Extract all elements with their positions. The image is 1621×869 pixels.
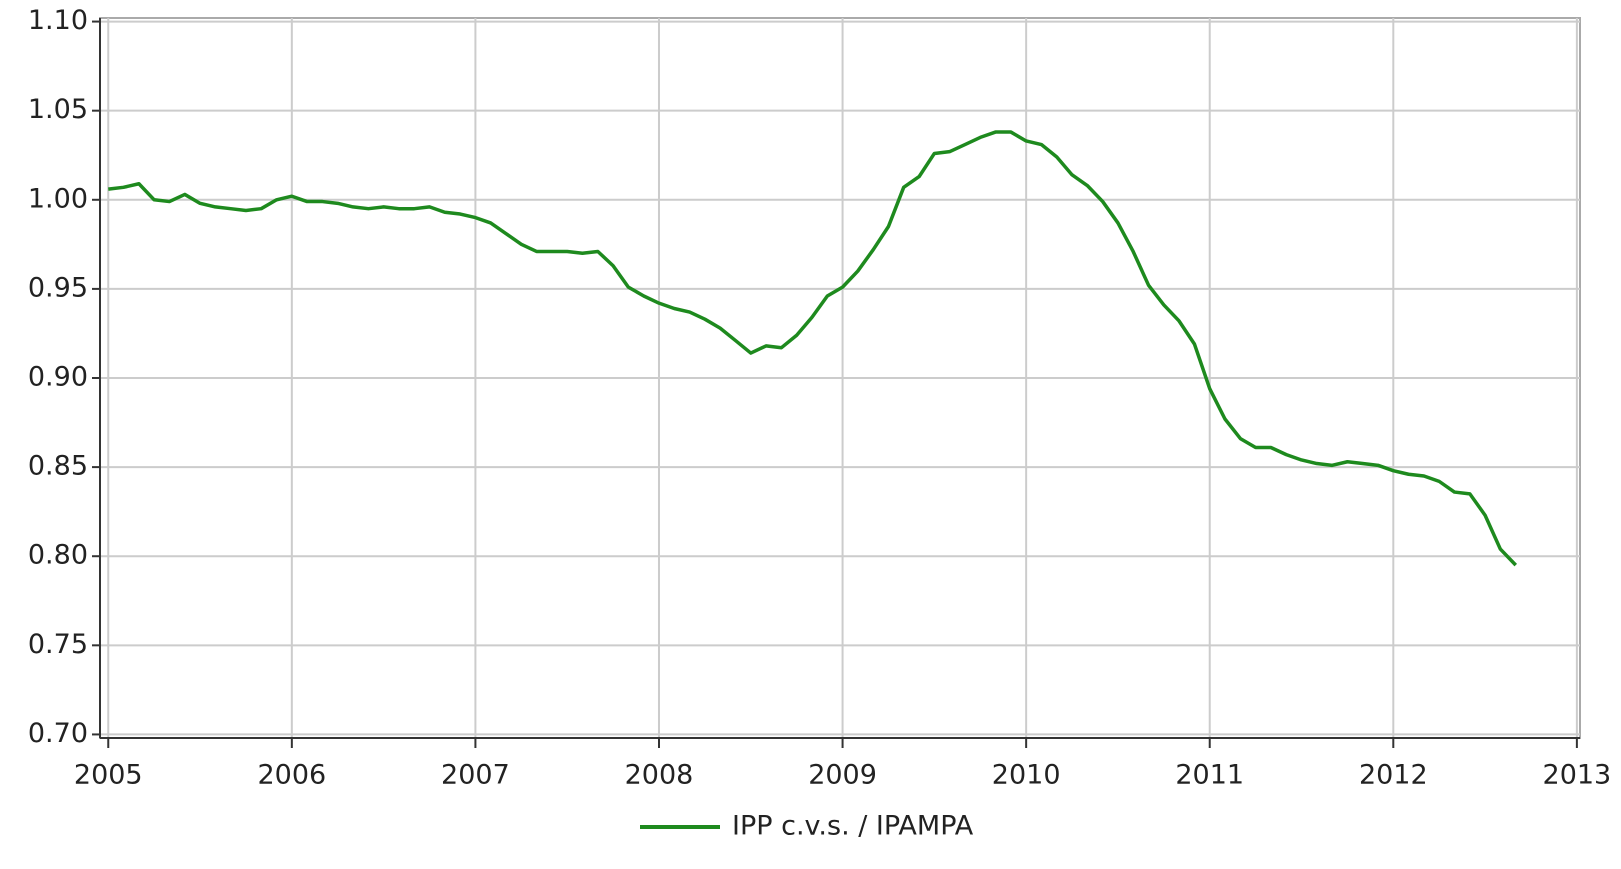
- y-tick-label: 1.10: [28, 5, 88, 36]
- x-tick-label: 2013: [1543, 760, 1612, 791]
- y-tick-label: 0.95: [28, 272, 88, 303]
- y-tick-label: 1.00: [28, 183, 88, 214]
- data-line: [108, 130, 1518, 567]
- legend-label: IPP c.v.s. / IPAMPA: [732, 811, 974, 842]
- x-tick-label: 2008: [625, 760, 694, 791]
- x-tick-label: 2010: [992, 760, 1061, 791]
- x-tick-label: 2011: [1175, 760, 1244, 791]
- y-tick-label: 1.05: [28, 94, 88, 125]
- y-tick-label: 0.80: [28, 540, 88, 571]
- x-tick-label: 2009: [808, 760, 877, 791]
- x-tick-label: 2006: [257, 760, 326, 791]
- y-tick-label: 0.75: [28, 629, 88, 660]
- x-tick-label: 2007: [441, 760, 510, 791]
- y-tick-label: 0.70: [28, 718, 88, 749]
- x-tick-label: 2005: [74, 760, 143, 791]
- y-tick-label: 0.90: [28, 362, 88, 393]
- x-tick-label: 2012: [1359, 760, 1428, 791]
- y-tick-label: 0.85: [28, 451, 88, 482]
